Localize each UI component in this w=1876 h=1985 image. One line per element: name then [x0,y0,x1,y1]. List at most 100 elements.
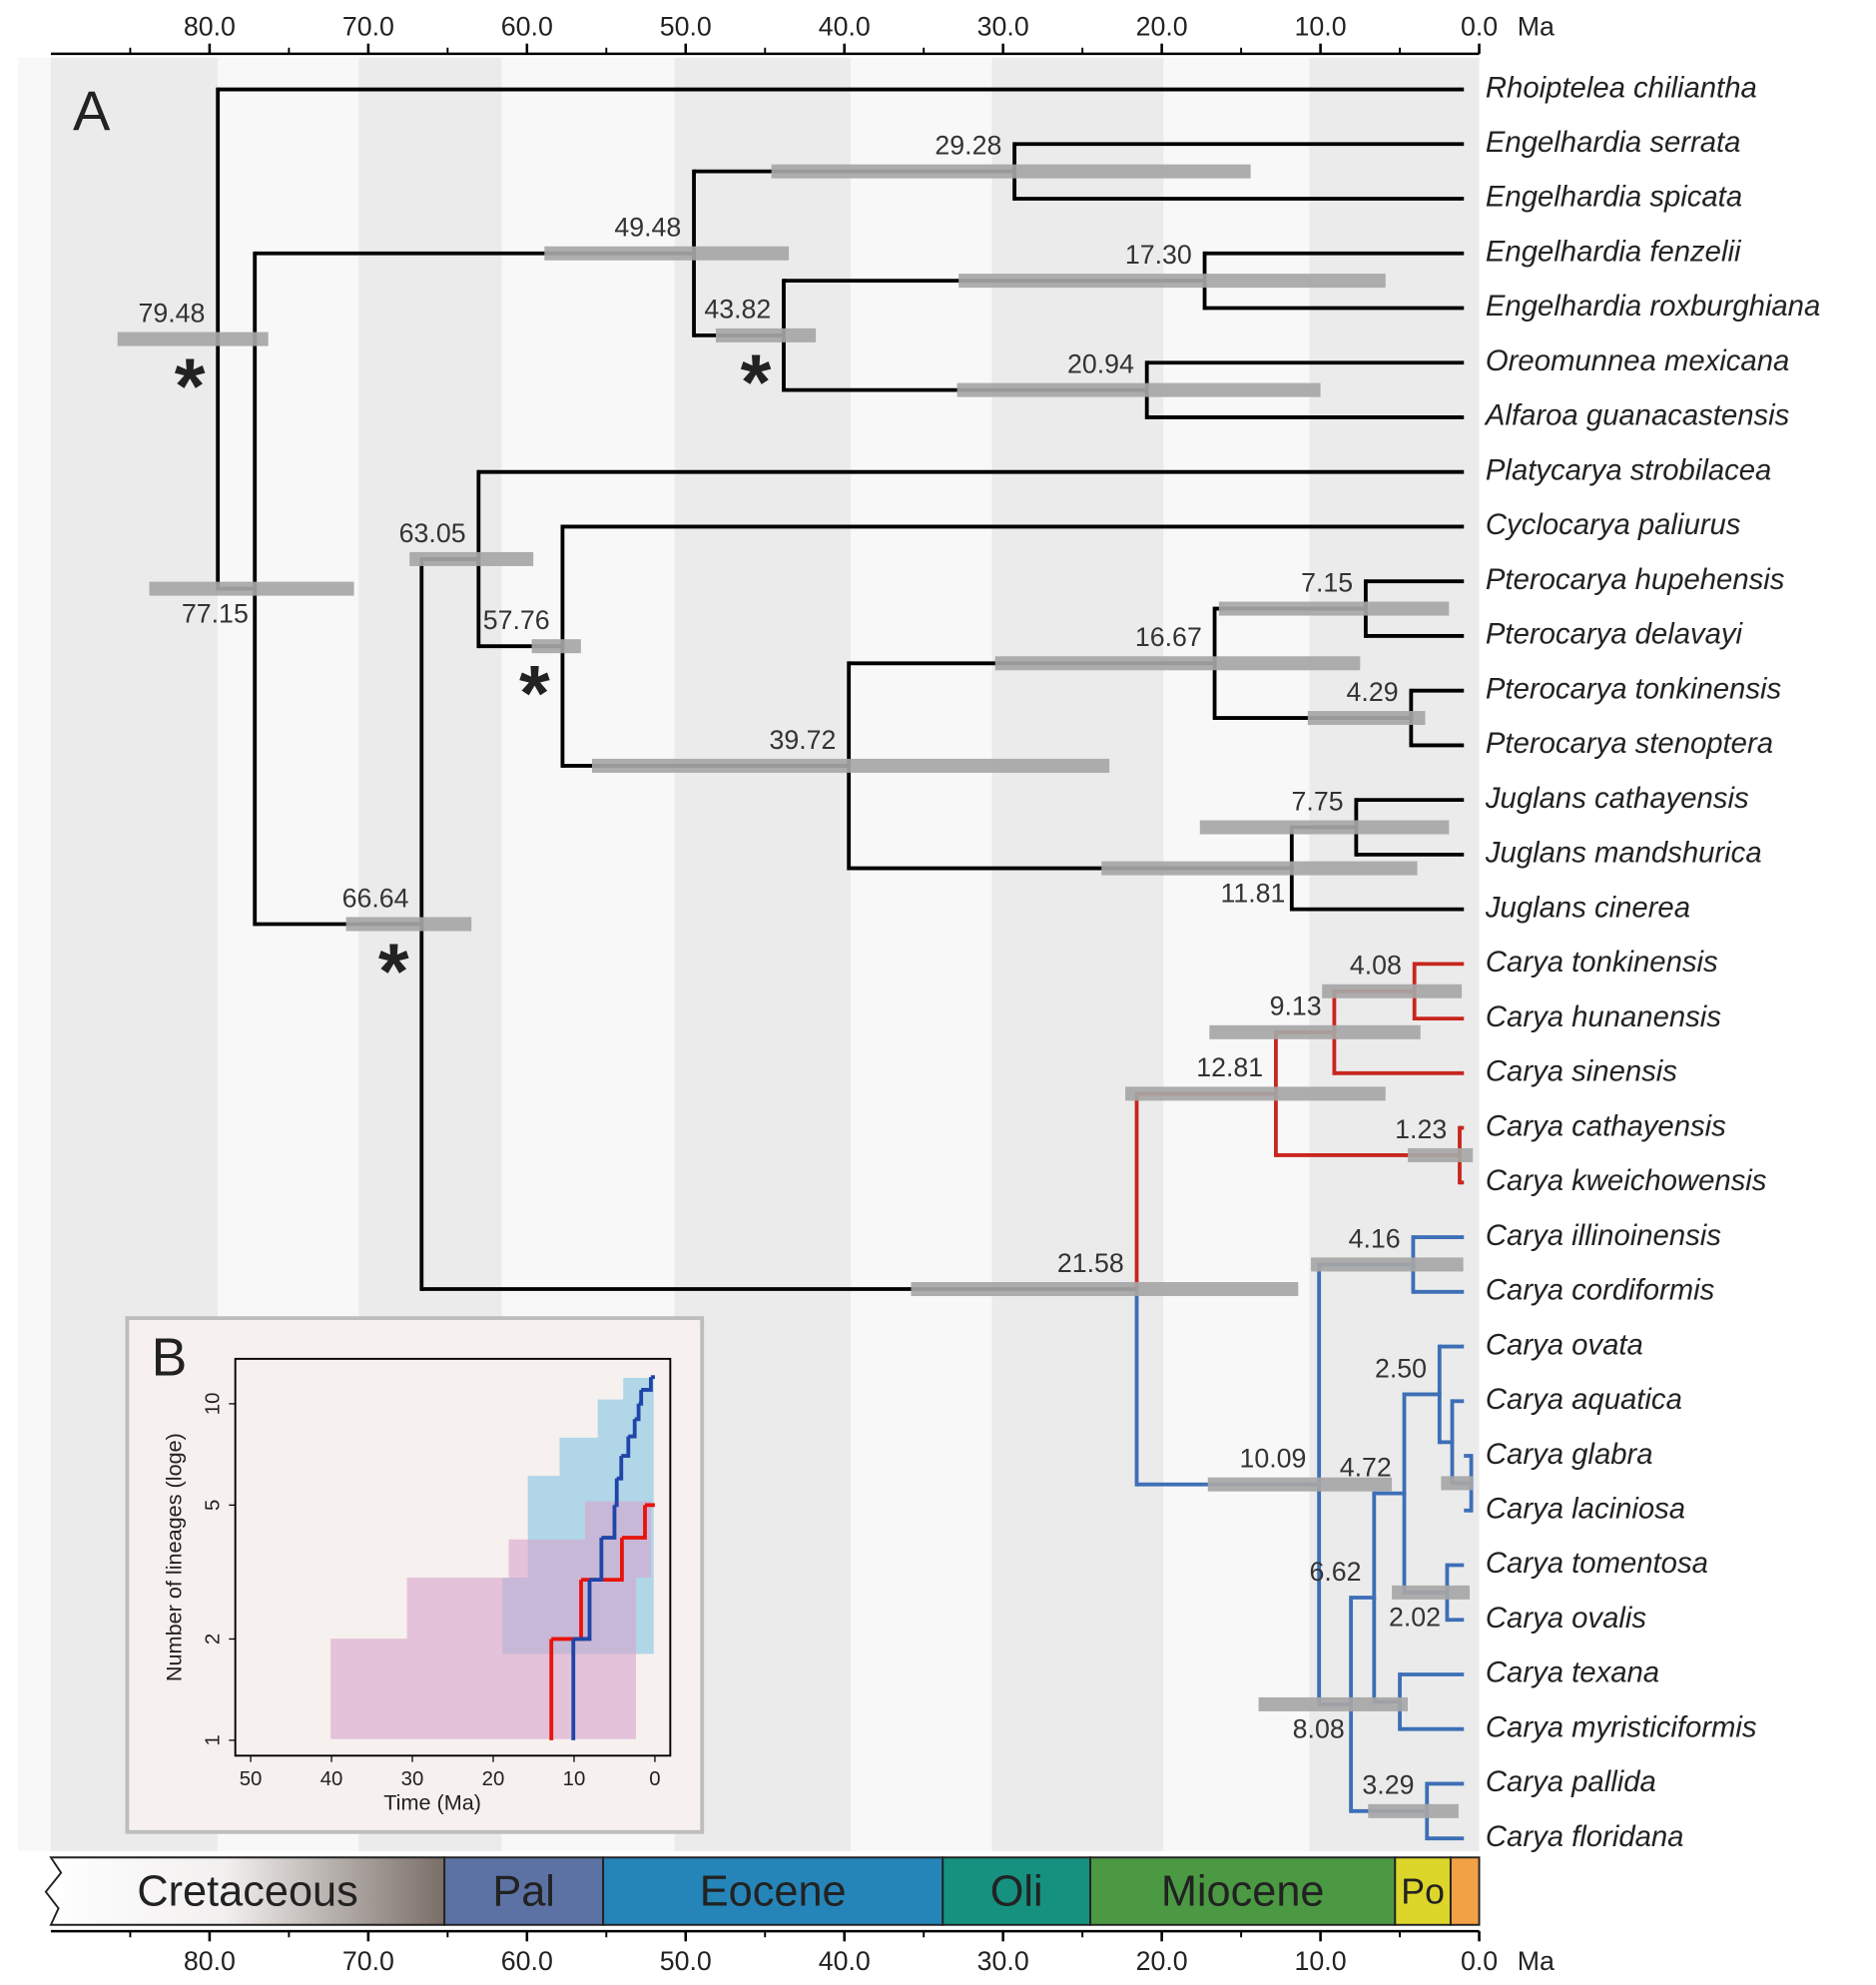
calibration-marker: * [378,928,409,1015]
node-age-label: 4.72 [1340,1453,1392,1483]
node-age-label: 29.28 [935,130,1001,160]
hpd-bar [1441,1476,1474,1491]
taxon-label: Pterocarya delavayi [1486,618,1744,651]
tick-label: 20.0 [1136,1946,1188,1976]
hpd-bar [1307,711,1426,726]
tick-label: 10.0 [1295,11,1347,41]
tick-label: 10 [202,1393,224,1416]
taxon-label: Carya myristiciformis [1486,1710,1757,1743]
node-age-label: 9.13 [1270,992,1322,1021]
y-axis-label: Number of lineages (loge) [162,1433,187,1681]
tick-label: 10.0 [1295,1946,1347,1976]
ltt-cloud [330,1501,652,1739]
period-label: Oli [990,1868,1043,1916]
period [1394,1856,1452,1926]
node-age-label: 16.67 [1135,622,1202,652]
taxon-label: Engelhardia fenzelii [1486,235,1742,268]
taxon-label: Platycarya strobilacea [1486,453,1771,486]
period-label: Pal [492,1868,555,1916]
tick-label: 0 [649,1768,660,1790]
node-age-label: 6.62 [1309,1557,1361,1587]
node-age-label: 7.15 [1301,567,1353,597]
tick-label: 80.0 [184,11,236,41]
node-age-label: 20.94 [1067,348,1134,378]
taxon-label: Carya illinoinensis [1486,1219,1721,1252]
hpd-bar [531,639,581,654]
node-age-label: 39.72 [769,725,836,755]
hpd-bar [1258,1696,1409,1711]
period [941,1856,1092,1926]
taxon-label: Carya floridana [1486,1820,1684,1853]
node-age-label: 57.76 [483,605,550,635]
node-age-label: 4.08 [1350,951,1402,981]
taxon-label: Alfaroa guanacastensis [1484,399,1790,432]
taxon-label: Cyclocarya paliurus [1486,508,1741,541]
node-age-label: 63.05 [399,518,466,548]
hpd-bar [345,917,472,932]
hpd-bar [771,164,1251,179]
taxon-label: Carya laciniosa [1486,1492,1685,1525]
ltt-step [621,1436,631,1459]
tick-label: 70.0 [342,11,394,41]
calibration-marker: * [175,342,206,430]
hpd-bar [1209,1024,1421,1039]
taxon-label: Carya cathayensis [1486,1109,1726,1142]
hpd-bar [591,758,1110,773]
taxon-label: Juglans mandshurica [1485,837,1762,870]
axis-unit: Ma [1518,1946,1555,1976]
taxon-label: Pterocarya stenoptera [1486,727,1773,760]
tick-label: 60.0 [501,11,553,41]
tick-label: 20 [482,1768,505,1790]
node-age-label: 2.02 [1389,1603,1441,1633]
node-age-label: 4.16 [1349,1223,1401,1253]
tick-label: 50.0 [660,1946,712,1976]
taxon-label: Carya tomentosa [1486,1547,1708,1580]
taxon-label: Pterocarya hupehensis [1486,563,1785,596]
taxon-label: Carya kweichowensis [1486,1164,1767,1197]
hpd-bar [149,581,354,596]
hpd-bar [911,1282,1299,1297]
hpd-bars [117,164,1474,1818]
ltt-step [638,1389,644,1406]
node-age-label: 8.08 [1293,1714,1345,1744]
ltt-step [614,1478,619,1508]
hpd-bar [1311,1257,1464,1272]
tick-label: 2 [202,1634,224,1645]
tick-label: 60.0 [501,1946,553,1976]
period [602,1856,944,1926]
hpd-bar [1218,601,1450,616]
node-age-label: 66.64 [342,883,409,913]
tick-label: 20.0 [1136,11,1188,41]
taxon-label: Juglans cathayensis [1485,782,1749,815]
taxon-label: Carya texana [1486,1656,1659,1689]
tick-label: 5 [202,1500,224,1511]
ltt-step [628,1419,637,1439]
tick-label: 30 [401,1768,424,1790]
tick-label: 30.0 [977,11,1029,41]
node-age-label: 77.15 [182,598,249,628]
period-bar: Cretaceous Pal Eocene Oli Miocene Po [44,1856,1481,1926]
taxon-label: Engelhardia roxburghiana [1486,290,1820,323]
tick-label: 50 [240,1768,263,1790]
node-age-label: 12.81 [1196,1052,1263,1082]
taxon-label: Rhoiptelea chiliantha [1486,71,1757,104]
hpd-bar [1368,1803,1459,1818]
node-age-label: 10.09 [1239,1444,1306,1474]
node-age-label: 11.81 [1220,878,1285,908]
ltt-step [589,1538,604,1583]
ltt-step [621,1505,647,1540]
node-age-label: 49.48 [614,213,681,243]
calibration-marker: * [519,650,550,738]
tick-label: 0.0 [1461,11,1498,41]
taxon-label: Carya ovata [1486,1328,1643,1361]
hpd-bar [956,382,1321,397]
node-age-label: 79.48 [138,298,205,328]
hpd-bar [409,551,534,566]
hpd-bar [1392,1585,1471,1600]
calibration-marker: * [741,338,772,426]
tick-label: 50.0 [660,11,712,41]
tick-label: 70.0 [342,1946,394,1976]
taxon-label: Oreomunnea mexicana [1486,344,1789,377]
x-axis-label: Time (Ma) [383,1789,481,1814]
